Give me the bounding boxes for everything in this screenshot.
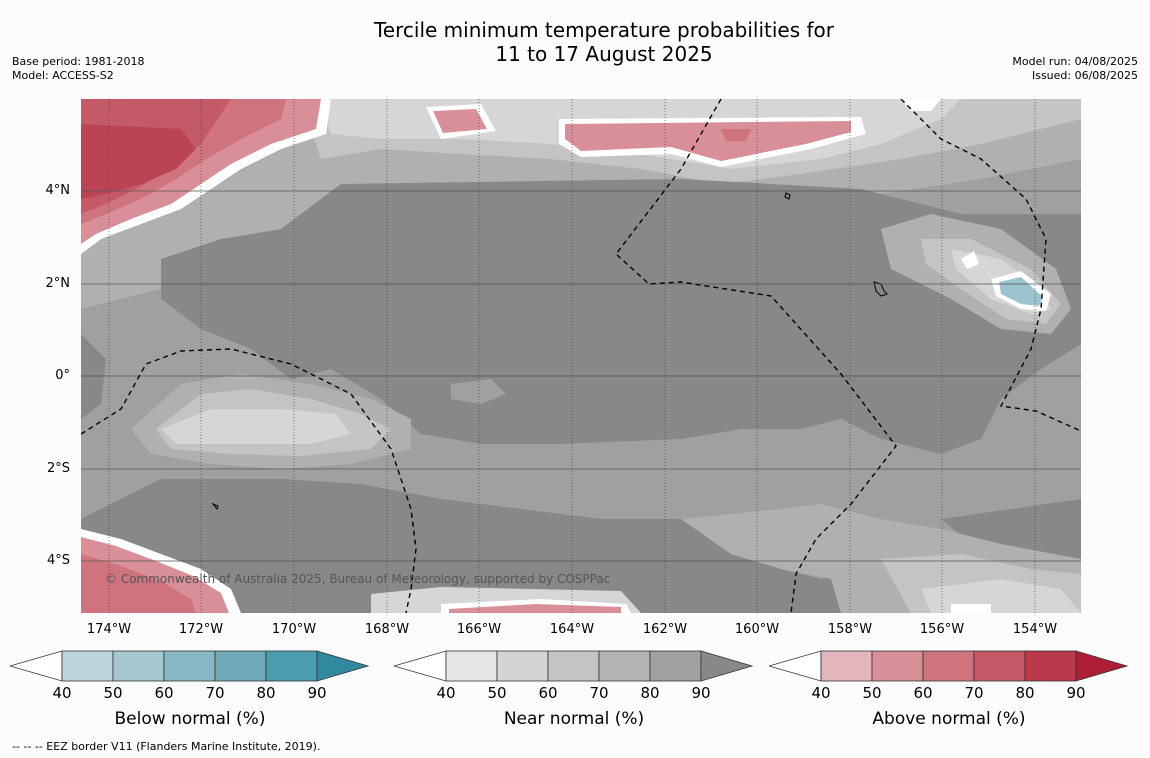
cb-below-segment-6 xyxy=(316,650,370,682)
cb-below-tick-50: 50 xyxy=(103,684,123,702)
near-80-se-lobe xyxy=(941,499,1081,569)
lat-label-0: 0° xyxy=(55,368,70,383)
colorbar-above-normal xyxy=(769,650,1129,682)
near-70-island xyxy=(451,379,506,404)
cb-below-tick-70: 70 xyxy=(205,684,225,702)
cb-above-segment-5 xyxy=(1024,650,1077,682)
lon-label-158w: 158°W xyxy=(827,622,873,637)
cb-above-label: Above normal (%) xyxy=(872,709,1026,729)
above-50-top1 xyxy=(433,109,487,133)
island-outline-3 xyxy=(211,502,219,511)
eez-footnote: -- -- -- EEZ border V11 (Flanders Marine… xyxy=(12,740,321,753)
attribution-text: © Commonwealth of Australia 2025, Bureau… xyxy=(105,572,611,586)
model-run: Model run: 04/08/2025 xyxy=(1012,55,1138,68)
near-80-west-edge xyxy=(81,334,106,419)
lon-label-160w: 160°W xyxy=(734,622,780,637)
cb-near-tick-70: 70 xyxy=(589,684,609,702)
cb-below-segment-0 xyxy=(10,650,63,682)
above-white-edge-ne-spot xyxy=(961,251,979,269)
above-60-top2 xyxy=(721,129,751,141)
title-line-1: Tercile minimum temperature probabilitie… xyxy=(373,18,835,42)
cb-below-tick-60: 60 xyxy=(154,684,174,702)
cb-above-segment-2 xyxy=(871,650,924,682)
cb-above-tick-80: 80 xyxy=(1015,684,1035,702)
cb-near-tick-90: 90 xyxy=(691,684,711,702)
near-40-island-sw xyxy=(161,409,351,444)
cb-near-tick-50: 50 xyxy=(487,684,507,702)
lon-label-168w: 168°W xyxy=(364,622,410,637)
above-80-nw xyxy=(81,124,196,199)
lat-label-2s: 2°S xyxy=(46,461,70,476)
eez-borders xyxy=(81,99,1081,613)
cb-below-segment-1 xyxy=(61,650,114,682)
colorbar-below-normal xyxy=(10,650,370,682)
cb-above-segment-4 xyxy=(973,650,1026,682)
lat-label-2n: 2°N xyxy=(45,276,71,291)
near-80-core xyxy=(161,179,1081,454)
colorbar-near-normal xyxy=(394,650,754,682)
near-80-south-band xyxy=(81,479,841,613)
lon-label-166w: 166°W xyxy=(456,622,502,637)
lon-label-174w: 174°W xyxy=(86,622,132,637)
cb-near-label: Near normal (%) xyxy=(503,709,645,729)
cb-near-segment-5 xyxy=(649,650,702,682)
cb-below-tick-80: 80 xyxy=(256,684,276,702)
title-line-2: 11 to 17 August 2025 xyxy=(495,42,713,66)
above-50-south xyxy=(449,604,621,613)
cb-near-segment-0 xyxy=(394,650,447,682)
cb-above-segment-0 xyxy=(769,650,822,682)
above-white-edge-se xyxy=(951,604,991,613)
lon-label-162w: 162°W xyxy=(642,622,688,637)
cb-above-segment-6 xyxy=(1075,650,1129,682)
issued-date: Issued: 06/08/2025 xyxy=(1031,69,1138,82)
above-60-sw xyxy=(81,554,196,613)
cb-above-segment-3 xyxy=(922,650,975,682)
cb-near-segment-6 xyxy=(700,650,754,682)
lon-label-164w: 164°W xyxy=(549,622,595,637)
lon-label-154w: 154°W xyxy=(1012,622,1058,637)
above-white-edge-ne xyxy=(901,99,941,111)
cb-near-segment-2 xyxy=(496,650,549,682)
lon-label-170w: 170°W xyxy=(271,622,317,637)
cb-below-label: Below normal (%) xyxy=(114,709,266,729)
cb-near-tick-60: 60 xyxy=(538,684,558,702)
cb-above-tick-70: 70 xyxy=(964,684,984,702)
cb-above-segment-1 xyxy=(820,650,873,682)
cb-below-segment-2 xyxy=(112,650,165,682)
island-outline-2 xyxy=(784,192,791,200)
cb-below-tick-40: 40 xyxy=(52,684,72,702)
cb-above-tick-90: 90 xyxy=(1066,684,1086,702)
above-50-top2 xyxy=(565,121,851,161)
cb-below-segment-4 xyxy=(214,650,267,682)
cb-below-tick-90: 90 xyxy=(307,684,327,702)
cb-near-segment-4 xyxy=(598,650,651,682)
run-info: Model run: 04/08/2025 Issued: 06/08/2025 xyxy=(1012,55,1138,83)
grid-lines xyxy=(81,190,1081,562)
cb-above-tick-50: 50 xyxy=(862,684,882,702)
probability-map xyxy=(81,99,1081,613)
lat-label-4n: 4°N xyxy=(45,183,71,198)
cb-near-tick-40: 40 xyxy=(436,684,456,702)
cb-near-segment-1 xyxy=(445,650,498,682)
base-period: Base period: 1981-2018 xyxy=(12,55,145,68)
map-title: Tercile minimum temperature probabilitie… xyxy=(0,18,1150,66)
cb-near-segment-3 xyxy=(547,650,600,682)
model-info: Base period: 1981-2018 Model: ACCESS-S2 xyxy=(12,55,144,83)
lat-label-4s: 4°S xyxy=(46,553,70,568)
lon-label-156w: 156°W xyxy=(919,622,965,637)
cb-near-tick-80: 80 xyxy=(640,684,660,702)
cb-above-tick-40: 40 xyxy=(811,684,831,702)
model-name: Model: ACCESS-S2 xyxy=(12,69,114,82)
cb-below-segment-3 xyxy=(163,650,216,682)
lon-label-172w: 172°W xyxy=(178,622,224,637)
cb-above-tick-60: 60 xyxy=(913,684,933,702)
cb-below-segment-5 xyxy=(265,650,318,682)
